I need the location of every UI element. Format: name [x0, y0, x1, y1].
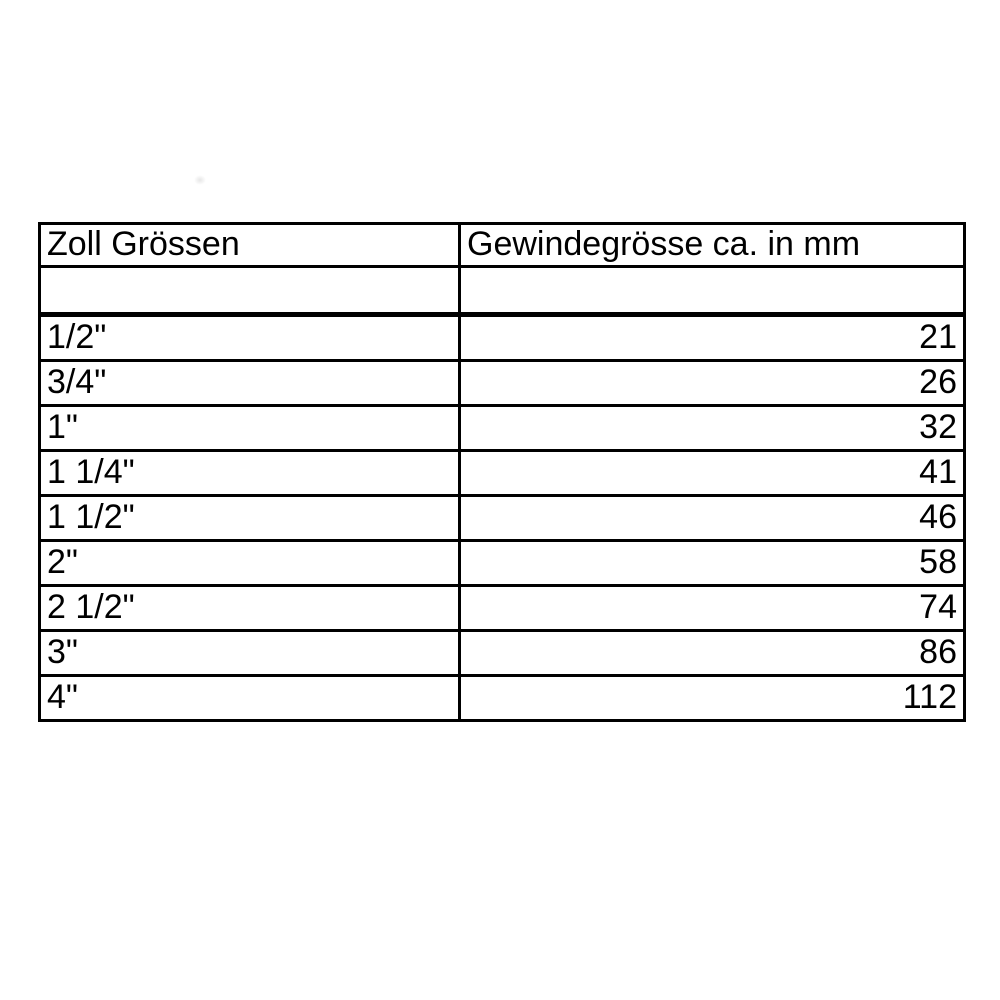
mm-cell: 46: [458, 494, 966, 542]
mm-cell: 32: [458, 404, 966, 452]
zoll-cell: 3": [38, 629, 461, 677]
table-row: 3" 86: [38, 629, 966, 677]
mm-cell: 58: [458, 539, 966, 587]
table-row: 1 1/2" 46: [38, 494, 966, 542]
table-row: 2" 58: [38, 539, 966, 587]
mm-cell: 74: [458, 584, 966, 632]
spacer-cell: [38, 265, 461, 316]
table-row: 4" 112: [38, 674, 966, 722]
spacer-row: [38, 265, 966, 316]
zoll-cell: 1 1/2": [38, 494, 461, 542]
col-header-zoll-groessen: Zoll Grössen: [38, 222, 461, 268]
zoll-cell: 1": [38, 404, 461, 452]
zoll-cell: 2": [38, 539, 461, 587]
mm-cell: 26: [458, 359, 966, 407]
table-row: 1/2" 21: [38, 312, 966, 362]
col-header-gewindegroesse: Gewindegrösse ca. in mm: [458, 222, 966, 268]
table-row: 1 1/4" 41: [38, 449, 966, 497]
spacer-cell: [458, 265, 966, 316]
zoll-cell: 2 1/2": [38, 584, 461, 632]
mm-cell: 112: [458, 674, 966, 722]
zoll-cell: 1 1/4": [38, 449, 461, 497]
mm-cell: 21: [458, 312, 966, 362]
table-row: 1" 32: [38, 404, 966, 452]
mm-cell: 41: [458, 449, 966, 497]
zoll-cell: 4": [38, 674, 461, 722]
table-row: 3/4" 26: [38, 359, 966, 407]
thread-size-table: Zoll Grössen Gewindegrösse ca. in mm 1/2…: [38, 222, 966, 722]
zoll-cell: 3/4": [38, 359, 461, 407]
table-header-row: Zoll Grössen Gewindegrösse ca. in mm: [38, 222, 966, 268]
mm-cell: 86: [458, 629, 966, 677]
zoll-cell: 1/2": [38, 312, 461, 362]
smudge-artifact: [194, 175, 206, 185]
table-row: 2 1/2" 74: [38, 584, 966, 632]
